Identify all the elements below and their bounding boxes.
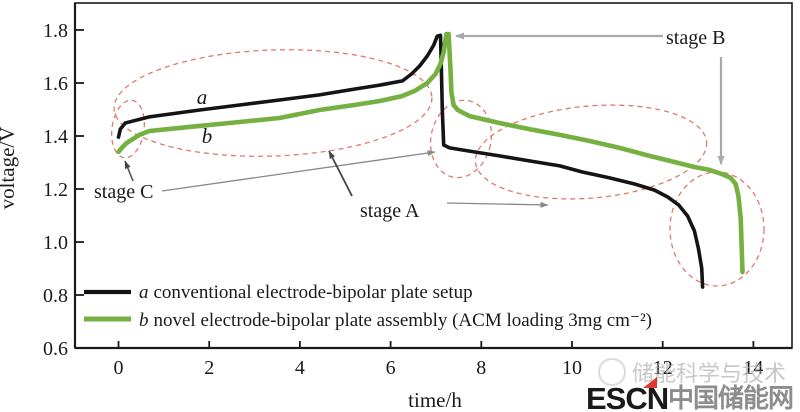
highlight-ellipse-discharge-end: [669, 171, 765, 287]
watermark-text: 储能科学与技术: [632, 361, 786, 386]
y-tick-label: 0.6: [43, 338, 68, 360]
x-tick-label: 14: [743, 357, 763, 379]
x-tick-label: 12: [653, 357, 673, 379]
highlight-ellipse-transition: [429, 99, 493, 179]
x-tick-label: 10: [562, 357, 582, 379]
stage-c-label: stage C: [94, 181, 153, 203]
x-tick-label: 8: [476, 357, 486, 379]
legend-label-a: a conventional electrode-bipolar plate se…: [139, 282, 473, 303]
stage-a-arrow-up: [328, 150, 353, 197]
data-curves: [116, 31, 745, 289]
stage-b-label: stage B: [666, 27, 725, 49]
stage-c-arrow-long: [161, 150, 436, 192]
y-tick-label: 1.4: [43, 126, 68, 148]
plot-frame: [73, 2, 793, 350]
x-tick-label: 2: [204, 357, 214, 379]
escn-logo-chinese-text: 中国储能网: [668, 383, 793, 412]
stage-c-arrow-short: [124, 160, 134, 182]
watermark: 储能科学与技术 ESCN 中国储能网: [586, 358, 794, 412]
stage-a-label: stage A: [360, 200, 420, 222]
x-tick-label: 6: [386, 357, 396, 379]
legend-a-text: conventional electrode-bipolar plate set…: [154, 282, 473, 303]
y-tick-label: 1.6: [43, 73, 68, 95]
y-tick-label: 1.2: [43, 179, 68, 201]
series-curve-b: [116, 31, 745, 275]
x-tick-label: 0: [114, 357, 124, 379]
legend-label-b: b novel electrode-bipolar plate assembly …: [139, 310, 652, 331]
y-tick-label: 0.8: [43, 285, 68, 307]
escn-logo-red-accent: [643, 377, 657, 388]
curve-b-tag: b: [202, 124, 213, 148]
x-axis-ticks: 0 2 4 6 8 10 12 14: [114, 341, 763, 379]
y-tick-label: 1.8: [43, 20, 68, 42]
legend: a conventional electrode-bipolar plate se…: [84, 282, 652, 331]
legend-a-prefix: a: [139, 282, 149, 303]
highlight-ellipse-discharge-plateau: [474, 104, 708, 200]
highlight-ellipses: [110, 49, 765, 287]
series-curve-a: [116, 33, 705, 289]
x-axis-title: time/h: [408, 388, 462, 412]
callout-arrows: [124, 32, 725, 208]
legend-b-prefix: b: [139, 310, 149, 331]
highlight-ellipse-charge-plateau: [113, 49, 433, 157]
y-tick-label: 1.0: [43, 232, 68, 254]
watermark-logo-icon: [598, 358, 626, 386]
legend-b-text: novel electrode-bipolar plate assembly (…: [154, 310, 653, 331]
x-tick-label: 4: [295, 357, 305, 379]
curve-a-tag: a: [197, 85, 208, 109]
y-axis-title: voltage/V: [0, 127, 19, 210]
stage-a-arrow-right: [446, 201, 549, 208]
y-axis-ticks: 0.6 0.8 1.0 1.2 1.4 1.6 1.8: [43, 20, 84, 360]
